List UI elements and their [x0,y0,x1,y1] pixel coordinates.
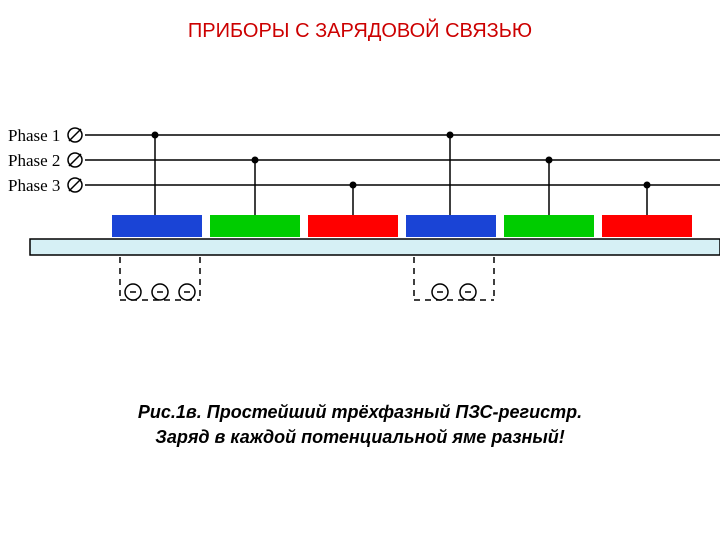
electrode-1 [112,215,202,237]
electrode-4 [406,215,496,237]
wire-node-3 [350,182,357,189]
electrode-3 [308,215,398,237]
page-title: ПРИБОРЫ С ЗАРЯДОВОЙ СВЯЗЬЮ [0,20,720,43]
phase-label-2: Phase 2 [8,151,60,170]
phase-label-1: Phase 1 [8,126,60,145]
caption: Рис.1в. Простейший трёхфазный ПЗС-регист… [0,400,720,450]
wire-node-6 [644,182,651,189]
electrode-2 [210,215,300,237]
electrode-5 [504,215,594,237]
wire-node-2 [252,157,259,164]
electrode-6 [602,215,692,237]
caption-line-2: Заряд в каждой потенциальной яме разный! [155,427,565,447]
wire-node-4 [447,132,454,139]
caption-line-1: Рис.1в. Простейший трёхфазный ПЗС-регист… [138,402,582,422]
substrate [30,239,720,255]
wire-node-1 [152,132,159,139]
ccd-diagram: Phase 1 Phase 2 Phase 3 [0,100,720,360]
phase-label-3: Phase 3 [8,176,60,195]
wire-node-5 [546,157,553,164]
